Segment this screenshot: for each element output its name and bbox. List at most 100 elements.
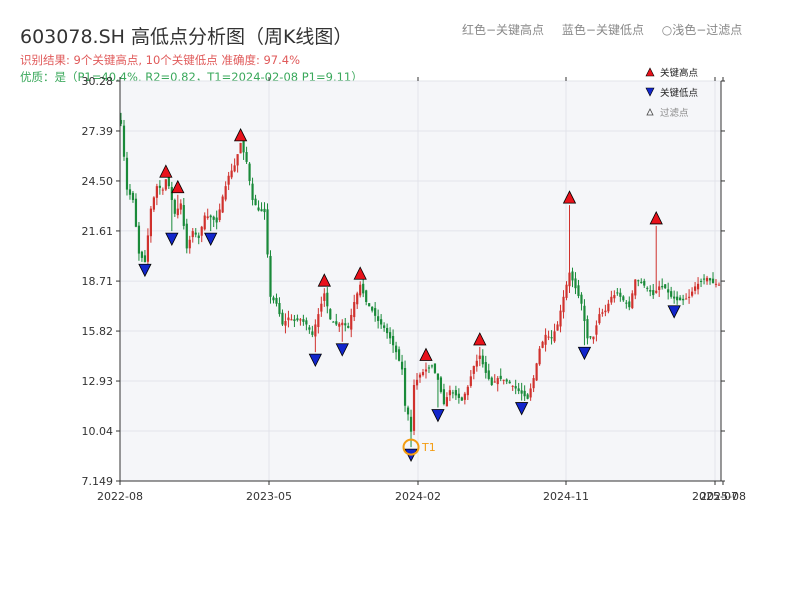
candle-body [583,305,586,322]
candle-body [481,355,484,365]
candle-body [628,301,631,308]
candle-body [490,377,493,386]
candle-body [173,199,176,214]
candle-body [230,170,233,178]
candle-body [400,361,404,370]
candle-body [484,362,487,373]
candle-body [478,355,481,359]
candle-body [514,386,517,389]
x-tick-label: 2022-08 [97,490,143,503]
top-legend-high: 红色−关键高点 [462,23,545,37]
candle-body [631,293,634,309]
candle-body [457,393,460,398]
candle-body [218,209,221,220]
candle-body [236,154,239,166]
candle-body [293,319,296,322]
candle-body [146,235,150,262]
candle-body [347,325,350,328]
candle-body [559,310,562,327]
key-low-marker [577,346,592,361]
candle-body [682,298,685,301]
candle-body [308,327,311,330]
candle-body [472,365,475,374]
key-high-marker [353,266,367,280]
candle-body [595,325,598,335]
candle-body [409,416,413,432]
candle-body [502,379,505,381]
candle-body [263,208,266,213]
candle-body [125,157,129,190]
candle-body [505,379,508,382]
candle-body [708,278,712,281]
candle-body [374,308,377,316]
candle-body [433,363,437,373]
candle-body [406,407,410,415]
candle-body [383,325,386,328]
candle-body [119,119,123,124]
candle-body [544,334,547,345]
candle-body [598,314,601,324]
candle-body [221,196,224,213]
candle-body [532,378,535,389]
candle-body [167,176,170,187]
candle-body [290,319,293,321]
candle-body [705,277,709,282]
candle-body [329,309,332,320]
candle-body [368,303,371,307]
candle-body [233,165,236,172]
candle-body [702,278,706,280]
candle-body [466,386,469,396]
candle-body [344,323,347,326]
key-low-marker [165,232,179,246]
candle-body [227,175,230,185]
candle-body [391,335,395,346]
x-tick-label: 2024-02 [395,490,441,503]
candle-body [562,296,565,313]
candle-body [284,321,287,326]
key-low-marker [138,263,152,278]
candle-body [430,365,434,367]
candle-body [326,292,329,307]
candle-body [520,390,523,394]
candle-body [643,280,646,286]
legend-label: 关键高点 [660,67,699,79]
candle-body [556,324,559,331]
candle-body [341,322,344,326]
candle-body [239,142,242,154]
candle-body [529,388,532,398]
candle-body [415,379,419,386]
candle-body [493,381,496,383]
candle-body [658,286,661,291]
candle-body [673,296,676,299]
candle-body [688,296,691,298]
candle-body [380,319,383,325]
candle-body [508,381,511,384]
candle-body [448,390,451,396]
candle-body [176,208,179,216]
candle-body [592,336,595,340]
candle-body [242,140,245,153]
key-low-marker [308,353,322,368]
candle-body [571,271,574,281]
candle-body [418,374,422,378]
t1-label: T1 [421,441,436,454]
candle-body [685,298,688,300]
key-high-marker [649,211,663,225]
candle-body [272,297,275,301]
top-legend-low: 蓝色−关键低点 [561,23,644,37]
legend-high-icon [645,67,655,77]
candle-body [699,280,703,282]
candle-body [442,389,446,405]
candle-body [155,186,158,198]
candle-body [194,232,197,235]
candle-body [711,278,715,283]
candle-body [203,215,206,230]
candle-body [266,209,269,255]
candle-body [356,293,359,305]
candle-body [679,297,682,301]
candle-body [568,272,571,287]
candle-body [496,378,499,385]
candle-body [403,368,407,406]
candle-body [377,316,380,322]
